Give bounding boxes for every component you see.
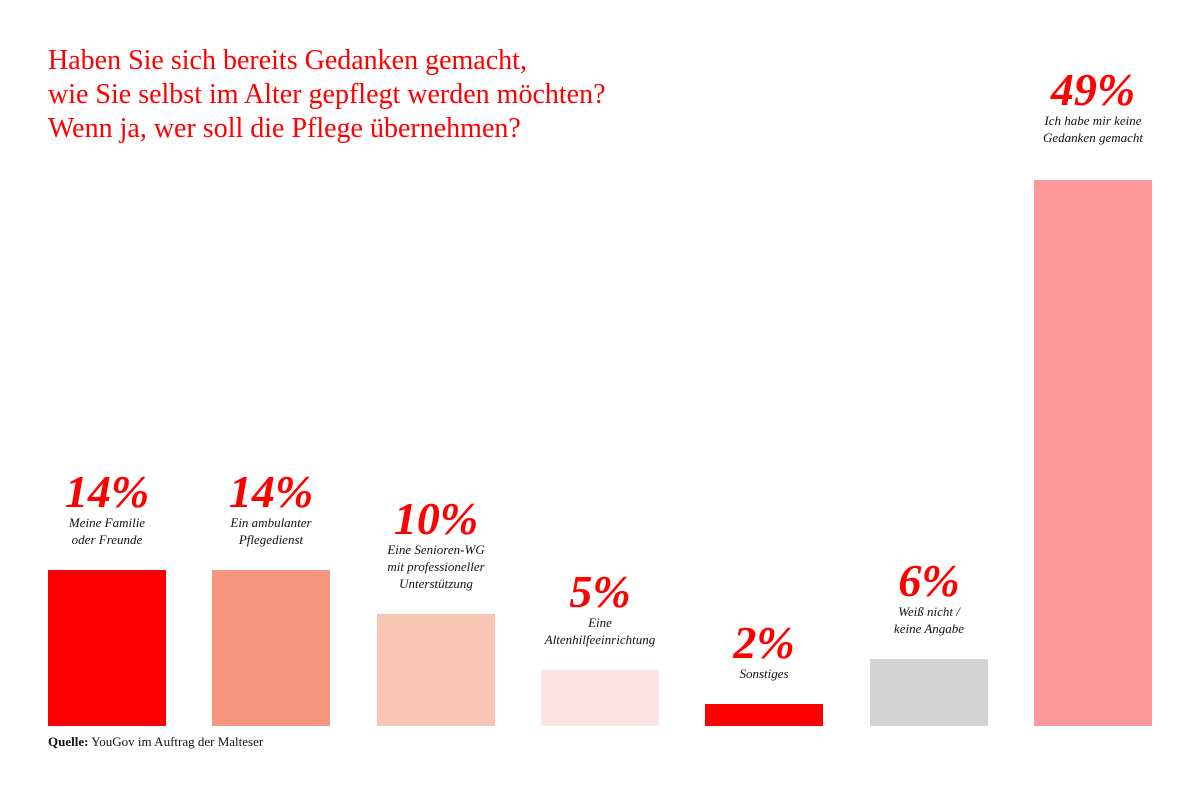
category-label-line: Weiß nicht / [898,604,960,619]
category-label-line: Pflegedienst [238,532,304,547]
source-label: Quelle: [48,734,89,749]
bar-label-group: 49% Ich habe mir keine Gedanken gemacht [1003,64,1183,146]
value-label: 14% [228,466,314,517]
value-label: 6% [898,555,960,606]
value-label: 2% [733,617,795,668]
category-label-line: Meine Familie [68,515,146,530]
title-line: Wenn ja, wer soll die Pflege übernehmen? [48,113,521,144]
category-label-line: Ich habe mir keine [1044,113,1142,128]
bar [1034,180,1152,726]
category-label: Ein ambulanter Pflegedienst [230,514,311,548]
category-label: Ich habe mir keine Gedanken gemacht [1043,112,1143,146]
value-label: 5% [569,566,631,617]
category-label: Sonstiges [739,665,788,682]
category-label: Weiß nicht / keine Angabe [894,603,964,637]
bar [377,614,495,726]
bar-label-group: 14% Meine Familie oder Freunde [17,466,197,548]
bar [705,704,823,726]
category-label-line: Eine Senioren-WG [387,542,485,557]
source-note: Quelle: YouGov im Auftrag der Malteser [48,734,263,750]
category-label-line: Sonstiges [739,666,789,681]
bar-label-group: 14% Ein ambulanter Pflegedienst [181,466,361,548]
source-text: YouGov im Auftrag der Malteser [88,734,264,749]
category-label: Meine Familie oder Freunde [69,514,145,548]
category-label-line: Altenhilfeeinrichtung [544,632,656,647]
bar-label-group: 5% Eine Altenhilfeeinrichtung [510,566,690,648]
title-line: Haben Sie sich bereits Gedanken gemacht, [48,45,527,76]
chart-title: Haben Sie sich bereits Gedanken gemacht,… [48,44,606,146]
bar [48,570,166,726]
category-label: Eine Altenhilfeeinrichtung [545,614,655,648]
bar [212,570,330,726]
value-label: 10% [393,493,479,544]
bar-label-group: 10% Eine Senioren-WG mit professioneller Un… [346,493,526,592]
category-label-line: oder Freunde [71,532,143,547]
category-label-line: keine Angabe [893,621,965,636]
bar [541,670,659,726]
category-label-line: Gedanken gemacht [1043,130,1143,145]
bar [870,659,988,726]
category-label-line: Unterstützung [399,576,473,591]
bar-label-group: 6% Weiß nicht / keine Angabe [839,555,1019,637]
value-label: 49% [1050,64,1136,115]
category-label: Eine Senioren-WG mit professioneller Unter… [387,541,484,592]
value-label: 14% [64,466,150,517]
category-label-line: Ein ambulanter [230,515,312,530]
category-label-line: mit professioneller [387,559,485,574]
bar-label-group: 2% Sonstiges [674,617,854,682]
category-label-line: Eine [588,615,612,630]
title-line: wie Sie selbst im Alter gepflegt werden … [48,79,606,110]
